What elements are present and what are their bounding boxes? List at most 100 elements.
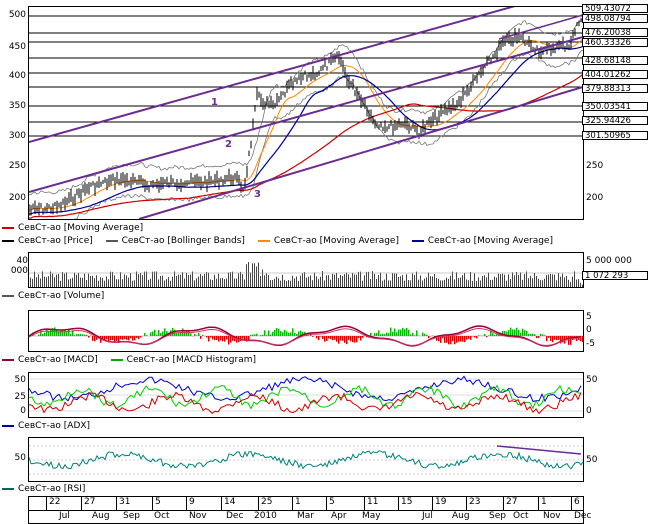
- macd-histogram-bar: [330, 336, 332, 340]
- macd-histogram-bar: [376, 332, 378, 336]
- volume-bar: [106, 276, 107, 287]
- macd-histogram-bar: [522, 328, 524, 336]
- macd-histogram-bar: [122, 336, 124, 340]
- macd-histogram-bar: [394, 328, 396, 336]
- volume-bar: [226, 278, 227, 287]
- macd-histogram-bar: [438, 336, 440, 342]
- macd-histogram-bar: [366, 336, 368, 338]
- volume-bar: [56, 274, 57, 287]
- macd-histogram-bar: [392, 331, 394, 336]
- volume-bar: [384, 279, 385, 287]
- legend-item[interactable]: СевСт-ао [Volume]: [2, 291, 104, 301]
- volume-bar: [142, 275, 143, 287]
- legend-label: СевСт-ао [Moving Average]: [427, 236, 553, 246]
- legend-item[interactable]: СевСт-ао [Price]: [2, 236, 93, 246]
- volume-bar: [220, 278, 221, 287]
- volume-bar: [488, 272, 489, 287]
- price-level-label: 404.01262: [582, 70, 648, 80]
- time-axis[interactable]: 22 27 31 5 9 14 25 1 5 11 15 19 23 27 1 6 Jul Aug Sep Oct N…: [28, 496, 591, 524]
- legend-item[interactable]: СевСт-ао [Moving Average]: [411, 236, 553, 246]
- macd-histogram-bar: [104, 336, 106, 341]
- volume-bar: [102, 277, 103, 287]
- day-tick-label: 5: [155, 497, 161, 507]
- macd-histogram-bar: [350, 336, 352, 342]
- macd-histogram-bar: [290, 332, 292, 336]
- channel-line-short: [498, 14, 583, 40]
- macd-histogram-bar: [220, 336, 222, 341]
- volume-bar: [352, 272, 353, 287]
- macd-histogram-bar: [426, 334, 428, 336]
- month-tick-label: Oct: [154, 511, 170, 521]
- legend-label: СевСт-ао [Moving Average]: [18, 223, 144, 233]
- volume-bar: [336, 272, 337, 287]
- volume-bar: [98, 280, 99, 287]
- legend-item[interactable]: СевСт-ао [MACD]: [2, 355, 98, 365]
- rsi-chart-panel[interactable]: [28, 437, 584, 482]
- macd-histogram-bar: [358, 336, 360, 339]
- macd-histogram-bar: [518, 329, 520, 336]
- volume-bar: [108, 279, 109, 287]
- minus-di-line: [29, 391, 582, 415]
- adx-chart-panel[interactable]: [28, 372, 584, 418]
- volume-bar: [200, 274, 201, 287]
- day-tick-mark: [503, 497, 504, 510]
- macd-histogram-bar: [296, 333, 298, 336]
- macd-histogram-bar: [250, 334, 252, 336]
- volume-bar: [372, 271, 373, 287]
- macd-histogram-bar: [316, 336, 318, 339]
- legend-item[interactable]: СевСт-ао [MACD Histogram]: [110, 355, 257, 365]
- volume-bar: [346, 272, 347, 287]
- macd-histogram-bar: [448, 336, 450, 345]
- macd-histogram-bar: [64, 329, 66, 336]
- macd-histogram-bar: [102, 336, 104, 340]
- legend-item[interactable]: СевСт-ао [Moving Average]: [2, 223, 143, 233]
- volume-bar: [340, 275, 341, 287]
- volume-bar: [38, 274, 39, 287]
- volume-bar: [154, 271, 155, 287]
- volume-bar: [284, 279, 285, 287]
- macd-histogram-bar: [342, 336, 344, 341]
- macd-histogram-bar: [338, 336, 340, 344]
- month-tick-label: 2010: [254, 511, 277, 521]
- macd-histogram-bar: [442, 336, 444, 339]
- volume-bar: [438, 278, 439, 287]
- legend-item[interactable]: СевСт-ао [Bollinger Bands]: [105, 236, 245, 246]
- macd-histogram-bar: [538, 336, 540, 338]
- volume-bar: [202, 275, 203, 287]
- macd-histogram-bar: [386, 332, 388, 336]
- macd-histogram-bar: [404, 329, 406, 336]
- volume-bar: [70, 278, 71, 287]
- volume-bar: [218, 273, 219, 287]
- volume-bar: [394, 273, 395, 287]
- legend-item[interactable]: СевСт-ао [RSI]: [2, 484, 85, 494]
- macd-histogram-bar: [166, 331, 168, 336]
- wave-label: 2: [225, 139, 232, 150]
- axis-tick: 400: [8, 71, 26, 81]
- volume-bar: [168, 276, 169, 287]
- volume-bar: [544, 278, 545, 287]
- macd-histogram-bar: [396, 332, 398, 336]
- macd-histogram-bar: [308, 335, 310, 336]
- macd-histogram-bar: [348, 336, 350, 340]
- legend-item[interactable]: СевСт-ао [Moving Average]: [257, 236, 399, 246]
- macd-chart-panel[interactable]: [28, 310, 584, 352]
- legend-item[interactable]: СевСт-ао [ADX]: [2, 421, 90, 431]
- volume-bar: [362, 280, 363, 287]
- volume-chart-panel[interactable]: [28, 252, 584, 288]
- macd-histogram-bar: [390, 327, 392, 336]
- macd-histogram-bar: [344, 336, 346, 343]
- macd-histogram-bar: [206, 336, 208, 338]
- macd-histogram-bar: [178, 333, 180, 336]
- volume-bar: [146, 271, 147, 287]
- macd-histogram-bar: [228, 336, 230, 345]
- price-chart-panel[interactable]: 1 2 3: [28, 6, 584, 220]
- volume-bar: [526, 271, 527, 287]
- volume-chart: [29, 262, 583, 287]
- macd-histogram-bar: [494, 335, 496, 336]
- volume-bar: [112, 271, 113, 287]
- volume-bar: [114, 275, 115, 287]
- legend-label: СевСт-ао [MACD Histogram]: [126, 355, 257, 365]
- day-tick-label: 31: [119, 497, 131, 507]
- volume-bar: [486, 277, 487, 287]
- macd-histogram-bar: [508, 330, 510, 336]
